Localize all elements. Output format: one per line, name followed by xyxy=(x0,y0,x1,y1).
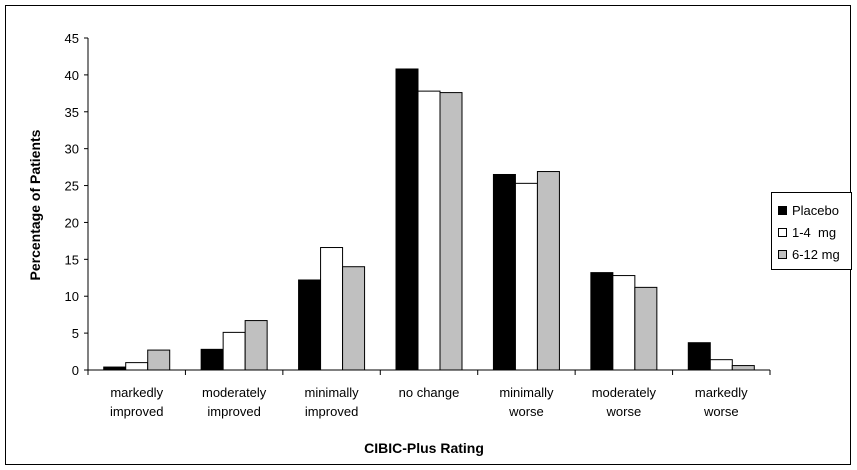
bar-6-12-mg xyxy=(634,286,658,371)
bar-6-12-mg xyxy=(731,365,755,371)
y-tick-label: 40 xyxy=(65,68,79,83)
legend-label: Placebo xyxy=(792,202,839,218)
legend-item: 1-4 mg xyxy=(778,224,836,240)
bar-placebo xyxy=(590,272,614,371)
bar-placebo xyxy=(492,173,516,371)
x-tick-label: minimally xyxy=(499,385,554,400)
y-tick-label: 25 xyxy=(65,179,79,194)
bar-placebo xyxy=(395,68,419,371)
bar-1-4-mg xyxy=(125,362,149,371)
x-tick-label: worse xyxy=(508,404,544,419)
x-axis-title: CIBIC-Plus Rating xyxy=(364,440,484,456)
x-tick-label: markedly xyxy=(695,385,748,400)
bar-6-12-mg xyxy=(536,171,560,371)
bar-1-4-mg xyxy=(320,247,344,371)
y-axis-title: Percentage of Patients xyxy=(27,129,43,280)
bar-1-4-mg xyxy=(612,275,636,371)
y-tick-label: 30 xyxy=(65,142,79,157)
legend-label: 1-4 mg xyxy=(792,224,837,240)
plot-area: 0 5 10 15 20 25 30 35 40 45 markedly improved modera… xyxy=(65,31,771,419)
y-tick-label: 20 xyxy=(65,215,79,230)
y-tick-label: 35 xyxy=(65,105,79,120)
legend-item: Placebo xyxy=(778,202,839,218)
bar-1-4-mg xyxy=(514,182,538,371)
y-tick-label: 5 xyxy=(72,326,79,341)
bar-6-12-mg xyxy=(439,92,463,371)
bar-1-4-mg xyxy=(222,331,246,371)
y-tick-label: 0 xyxy=(72,363,79,378)
y-tick-label: 45 xyxy=(65,31,79,46)
legend-item: 6-12 mg xyxy=(778,246,840,262)
bar-6-12-mg xyxy=(342,266,366,371)
x-tick-label: moderately xyxy=(202,385,267,400)
y-tick-label: 10 xyxy=(65,289,79,304)
x-tick-label: minimally xyxy=(304,385,359,400)
legend-swatch xyxy=(778,227,787,237)
x-tick-label: improved xyxy=(110,404,163,419)
legend-swatch xyxy=(778,205,787,215)
bar-1-4-mg xyxy=(417,90,441,371)
x-tick-label: improved xyxy=(305,404,358,419)
bar-placebo xyxy=(687,342,711,371)
x-tick-label: no change xyxy=(399,385,460,400)
legend-swatch xyxy=(778,249,787,259)
y-tick-label: 15 xyxy=(65,252,79,267)
x-tick-label: improved xyxy=(207,404,260,419)
bar-placebo xyxy=(298,279,322,371)
bar-6-12-mg xyxy=(244,320,268,371)
x-tick-label: markedly xyxy=(110,385,163,400)
legend-label: 6-12 mg xyxy=(792,246,840,262)
x-tick-label: moderately xyxy=(592,385,657,400)
bar-6-12-mg xyxy=(147,349,171,371)
x-tick-label: worse xyxy=(606,404,642,419)
bar-placebo xyxy=(200,348,224,371)
bar-1-4-mg xyxy=(709,359,733,371)
bar-placebo xyxy=(103,366,127,371)
legend: Placebo 1-4 mg 6-12 mg xyxy=(771,192,852,270)
x-tick-label: worse xyxy=(703,404,739,419)
